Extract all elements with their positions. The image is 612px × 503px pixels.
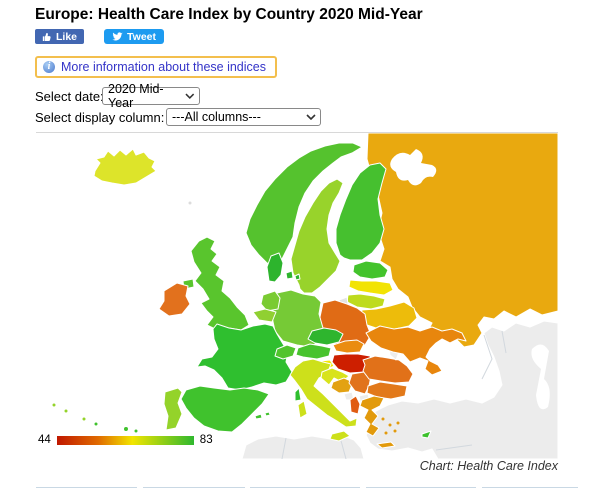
sea-of-azov [444, 345, 460, 358]
country-bulgaria[interactable] [366, 381, 408, 400]
country-estonia[interactable] [352, 260, 389, 280]
more-information-link[interactable]: i More information about these indices [35, 56, 277, 78]
region-no-data-southeast[interactable] [365, 320, 559, 460]
more-information-label: More information about these indices [61, 60, 266, 74]
select-column-label: Select display column: [35, 110, 165, 125]
facebook-like-button[interactable]: Like [35, 29, 85, 44]
country-united-kingdom[interactable] [190, 236, 250, 331]
map-legend: 44 83 [38, 434, 213, 446]
chevron-down-icon [185, 93, 195, 99]
date-select-value: 2020 Mid-Year [108, 82, 164, 110]
map-caption: Chart: Health Care Index [419, 459, 558, 473]
legend-max: 83 [199, 434, 213, 446]
social-buttons: Like Tweet [35, 29, 164, 44]
country-ukraine[interactable] [365, 325, 467, 376]
aegean-island-5 [396, 421, 400, 425]
like-label: Like [56, 30, 78, 43]
legend-min: 44 [38, 434, 51, 446]
legend-gradient-bar [56, 435, 194, 445]
white-sea [390, 149, 437, 186]
country-bosnia[interactable] [330, 377, 354, 394]
tweet-button[interactable]: Tweet [104, 29, 164, 44]
country-denmark[interactable] [266, 252, 284, 283]
country-latvia[interactable] [348, 279, 394, 296]
region-north-africa[interactable] [241, 435, 365, 460]
no-data-internal-borders [435, 330, 507, 451]
aegean-island-4 [384, 431, 388, 435]
country-portugal[interactable] [163, 387, 183, 431]
display-column-select[interactable]: ---All columns--- [166, 108, 321, 126]
country-belgium[interactable] [252, 308, 277, 323]
table-column-top-border [250, 487, 360, 503]
island-sardinia[interactable] [297, 400, 308, 419]
country-cyprus[interactable] [421, 430, 432, 439]
country-czech-republic[interactable] [307, 327, 344, 346]
africa-internal-borders [281, 436, 347, 460]
country-iceland[interactable] [93, 148, 157, 186]
twitter-bird-icon [112, 31, 123, 40]
country-france[interactable] [196, 323, 293, 391]
aegean-island-3 [393, 429, 397, 433]
country-ireland[interactable] [158, 282, 191, 317]
island-canary-3 [134, 429, 138, 433]
caspian-sea [531, 344, 550, 410]
country-finland[interactable] [335, 162, 387, 261]
select-date-label: Select date: [35, 89, 104, 104]
table-column-top-border [36, 487, 137, 503]
island-azores-1 [52, 403, 56, 407]
country-austria[interactable] [295, 343, 332, 360]
column-select-value: ---All columns--- [172, 110, 261, 124]
chevron-down-icon [306, 114, 316, 120]
country-switzerland[interactable] [274, 344, 297, 360]
aegean-island-2 [388, 423, 392, 427]
island-canary-2 [124, 427, 128, 431]
island-madeira [82, 417, 86, 421]
island-corsica[interactable] [294, 387, 302, 402]
island-sicily[interactable] [329, 430, 351, 442]
thumbs-up-icon [42, 32, 51, 41]
island-crete[interactable] [376, 441, 396, 449]
country-lithuania[interactable] [346, 293, 386, 310]
country-denmark-islands[interactable] [285, 270, 301, 281]
country-romania[interactable] [362, 355, 414, 384]
table-column-top-border [482, 487, 578, 503]
europe-choropleth-map [36, 132, 559, 460]
country-spain[interactable] [180, 385, 270, 433]
country-italy[interactable] [289, 358, 358, 428]
islands-balearic[interactable] [254, 411, 271, 420]
faroe-islands [188, 201, 192, 205]
country-norway[interactable] [245, 142, 363, 268]
info-icon: i [43, 61, 55, 73]
page-title: Europe: Health Care Index by Country 202… [35, 6, 423, 23]
country-slovakia[interactable] [332, 339, 365, 354]
tweet-label: Tweet [127, 30, 156, 43]
country-albania[interactable] [349, 395, 361, 415]
aegean-island-1 [381, 417, 385, 421]
date-select[interactable]: 2020 Mid-Year [102, 82, 200, 110]
table-column-top-border [143, 487, 245, 503]
table-column-top-border [366, 487, 476, 503]
island-canary-1 [94, 422, 98, 426]
country-greece[interactable] [359, 395, 385, 437]
island-azores-2 [64, 409, 68, 413]
country-sweden[interactable] [290, 178, 344, 294]
map-svg [52, 132, 559, 460]
country-netherlands[interactable] [260, 290, 281, 312]
